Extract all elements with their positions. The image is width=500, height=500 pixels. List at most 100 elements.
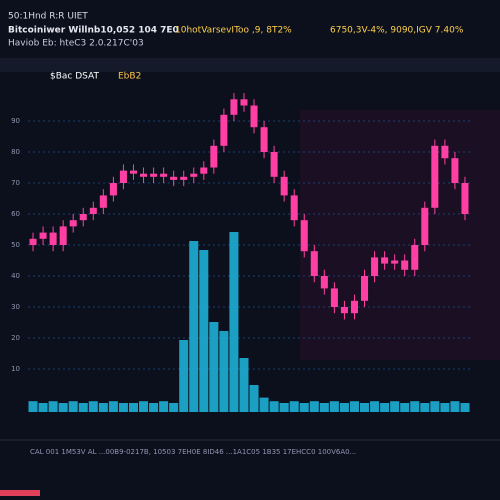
candle-body bbox=[49, 232, 57, 245]
candle-body bbox=[59, 226, 67, 245]
candle-body bbox=[320, 276, 328, 289]
volume-bar bbox=[420, 403, 430, 412]
volume-bar bbox=[239, 358, 249, 412]
volume-bar bbox=[48, 401, 58, 412]
header-text: 50:1Hnd R:R UIET bbox=[8, 12, 88, 22]
volume-bar bbox=[349, 401, 359, 412]
candle-body bbox=[461, 183, 469, 214]
y-tick-label: 70 bbox=[11, 179, 20, 187]
y-tick-label: 90 bbox=[11, 117, 20, 125]
volume-bar bbox=[450, 401, 460, 412]
candle-body bbox=[451, 158, 459, 183]
candle-body bbox=[200, 167, 208, 174]
candle-body bbox=[99, 195, 107, 208]
volume-bar bbox=[400, 403, 410, 412]
footer-text: CAL 001 1M53V AL ...00B9-0217B, 10503 7E… bbox=[30, 448, 356, 456]
volume-bar bbox=[430, 401, 440, 412]
candle-body bbox=[330, 288, 338, 307]
candle-body bbox=[290, 195, 298, 221]
volume-bar bbox=[88, 401, 98, 412]
volume-bar bbox=[339, 403, 349, 412]
volume-bar bbox=[38, 403, 48, 412]
header-text: 6750,3V-4%, 9090,IGV 7.40% bbox=[330, 26, 464, 36]
volume-bar bbox=[189, 241, 199, 412]
volume-bar bbox=[68, 401, 78, 412]
candle-body bbox=[29, 238, 37, 245]
volume-bar bbox=[118, 403, 128, 412]
header-text: 10hotVarsevIToo ,9, 8T2% bbox=[175, 26, 292, 36]
y-tick-label: 60 bbox=[11, 210, 20, 218]
candle-body bbox=[401, 260, 409, 270]
volume-bar bbox=[309, 401, 319, 412]
candle-body bbox=[79, 214, 87, 221]
volume-bar bbox=[329, 401, 339, 412]
candle-body bbox=[190, 173, 198, 177]
status-bar bbox=[0, 490, 40, 496]
volume-bar bbox=[159, 401, 169, 412]
volume-bar bbox=[229, 232, 239, 412]
volume-bar bbox=[78, 403, 88, 412]
candle-body bbox=[140, 173, 148, 177]
candle-body bbox=[391, 260, 399, 264]
volume-bar bbox=[58, 403, 68, 412]
volume-bar bbox=[219, 331, 229, 412]
volume-bar bbox=[169, 403, 179, 412]
candle-body bbox=[250, 105, 258, 128]
volume-bar bbox=[289, 401, 299, 412]
candle-body bbox=[39, 232, 47, 239]
candle-body bbox=[260, 127, 268, 152]
candle-body bbox=[210, 145, 218, 168]
badge: EbB2 bbox=[118, 72, 141, 82]
volume-bar bbox=[209, 322, 219, 412]
candle-body bbox=[441, 145, 449, 159]
candle-body bbox=[119, 170, 127, 183]
volume-bar bbox=[299, 403, 309, 412]
candle-body bbox=[431, 145, 439, 208]
volume-bar bbox=[249, 385, 259, 412]
candle-body bbox=[310, 251, 318, 276]
candle-body bbox=[300, 220, 308, 252]
glow bbox=[300, 110, 500, 360]
candle-body bbox=[89, 207, 97, 214]
volume-bar bbox=[199, 250, 209, 412]
candle-body bbox=[220, 114, 228, 146]
candle-body bbox=[150, 173, 158, 177]
y-tick-label: 30 bbox=[11, 303, 20, 311]
volume-bar bbox=[269, 401, 279, 412]
candle-body bbox=[109, 183, 117, 196]
toolbar bbox=[0, 58, 500, 72]
volume-bar bbox=[370, 401, 380, 412]
volume-bar bbox=[128, 403, 138, 412]
candle-body bbox=[280, 176, 288, 196]
volume-bar bbox=[149, 403, 159, 412]
volume-bar bbox=[440, 403, 450, 412]
volume-bar bbox=[108, 401, 118, 412]
candle-body bbox=[350, 300, 358, 314]
volume-bar bbox=[319, 403, 329, 412]
candle-body bbox=[371, 257, 379, 276]
candle-body bbox=[270, 152, 278, 177]
candle-body bbox=[361, 276, 369, 301]
candle-body bbox=[170, 176, 178, 180]
volume-bar bbox=[98, 403, 108, 412]
header-text: Haviob Eb: hteC3 2.0.217C'03 bbox=[8, 39, 144, 49]
volume-bar bbox=[28, 401, 38, 412]
candle-body bbox=[381, 257, 389, 264]
y-tick-label: 20 bbox=[11, 334, 20, 342]
candle-body bbox=[411, 245, 419, 270]
y-tick-label: 10 bbox=[11, 365, 20, 373]
candle-body bbox=[180, 176, 188, 180]
y-tick-label: 50 bbox=[11, 241, 20, 249]
candle-body bbox=[129, 170, 137, 174]
volume-bar bbox=[380, 403, 390, 412]
volume-bar bbox=[410, 401, 420, 412]
volume-bar bbox=[179, 340, 189, 412]
candle-body bbox=[69, 220, 77, 227]
header-text: Bitcoiniwer Willnb10,052 104 7E0 bbox=[8, 26, 179, 36]
symbol: $Bac DSAT bbox=[50, 72, 99, 82]
y-tick-label: 80 bbox=[11, 148, 20, 156]
volume-bar bbox=[390, 401, 400, 412]
candle-body bbox=[421, 207, 429, 245]
